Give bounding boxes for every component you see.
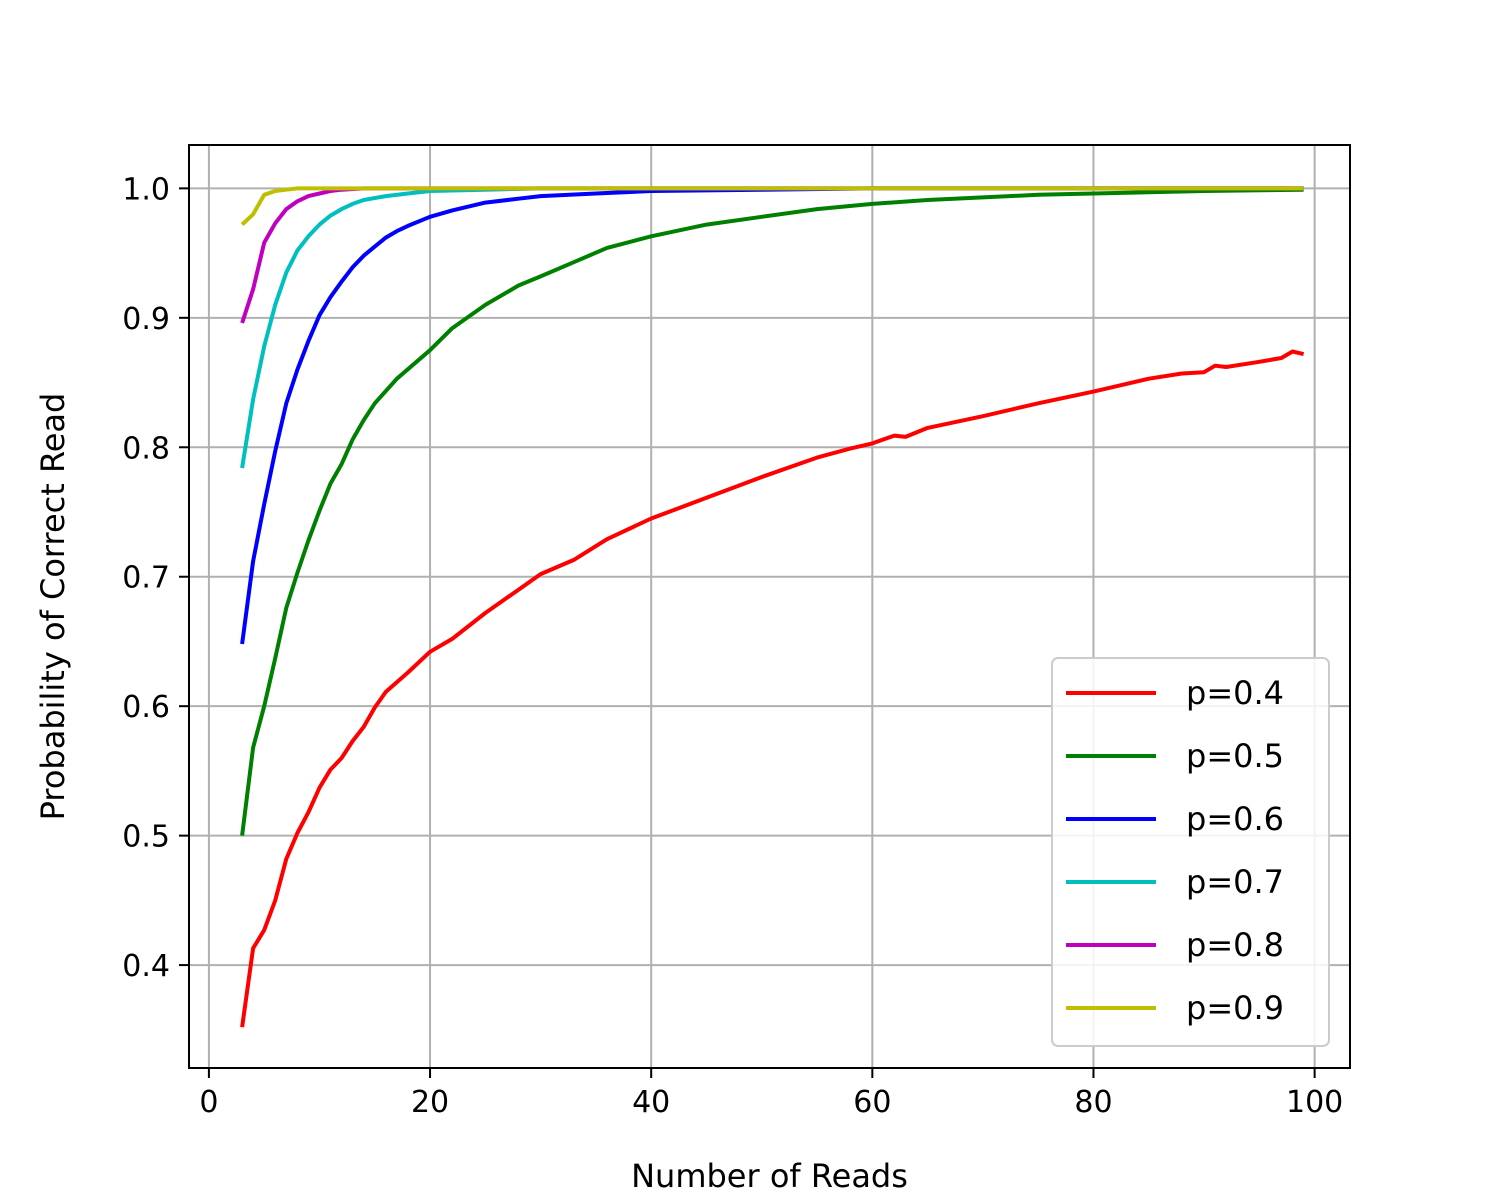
legend: p=0.4 p=0.5 p=0.6 p=0.7 p=0.8 p=0.9 bbox=[1051, 657, 1330, 1047]
legend-label: p=0.5 bbox=[1186, 737, 1284, 775]
legend-label: p=0.8 bbox=[1186, 926, 1284, 964]
axis-ticks: 0 20 40 60 80 100 0.4 0.5 0.6 0.7 0.8 0.9 1.0 bbox=[122, 172, 1343, 1120]
series-line-p=0.7 bbox=[240, 186, 1304, 469]
y-tick-label: 0.4 bbox=[122, 949, 170, 984]
series-line-p=0.5 bbox=[240, 187, 1304, 836]
y-tick-label: 0.5 bbox=[122, 820, 170, 855]
x-tick-label: 80 bbox=[1074, 1085, 1112, 1120]
y-axis-label: Probability of Correct Read bbox=[34, 393, 72, 821]
x-axis-label: Number of Reads bbox=[631, 1157, 908, 1195]
y-tick-label: 0.8 bbox=[122, 431, 170, 466]
legend-label: p=0.6 bbox=[1186, 800, 1284, 838]
legend-box bbox=[1051, 657, 1330, 1047]
series-line-p=0.6 bbox=[240, 186, 1304, 645]
x-tick-label: 20 bbox=[411, 1085, 449, 1120]
y-tick-label: 1.0 bbox=[122, 172, 170, 207]
x-tick-label: 60 bbox=[853, 1085, 891, 1120]
y-tick-label: 0.9 bbox=[122, 302, 170, 337]
series-line-p=0.9 bbox=[240, 186, 1304, 227]
y-tick-label: 0.6 bbox=[122, 690, 170, 725]
x-tick-label: 100 bbox=[1286, 1085, 1343, 1120]
legend-label: p=0.7 bbox=[1186, 863, 1284, 901]
legend-label: p=0.9 bbox=[1186, 989, 1284, 1027]
series-line-p=0.8 bbox=[240, 186, 1304, 324]
legend-label: p=0.4 bbox=[1186, 674, 1284, 712]
plot-lines bbox=[240, 186, 1305, 1028]
x-tick-label: 40 bbox=[632, 1085, 670, 1120]
series-line-p=0.4 bbox=[240, 349, 1305, 1028]
x-tick-label: 0 bbox=[199, 1085, 218, 1120]
plot-frame bbox=[188, 144, 1351, 1069]
y-tick-label: 0.7 bbox=[122, 561, 170, 596]
